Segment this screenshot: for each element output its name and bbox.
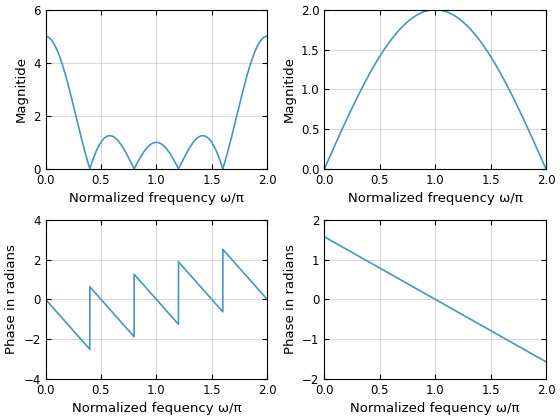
Y-axis label: Magnitide: Magnitide [282,56,295,122]
X-axis label: Normalized frequency ω/π: Normalized frequency ω/π [348,192,522,205]
X-axis label: Normalized frequency ω/π: Normalized frequency ω/π [69,192,244,205]
X-axis label: Normalized fequency ω/π: Normalized fequency ω/π [72,402,241,415]
Y-axis label: Phase in radians: Phase in radians [283,244,297,354]
X-axis label: Normalized fequency ω/π: Normalized fequency ω/π [351,402,520,415]
Y-axis label: Phase in radians: Phase in radians [4,244,18,354]
Y-axis label: Magnitide: Magnitide [15,56,27,122]
